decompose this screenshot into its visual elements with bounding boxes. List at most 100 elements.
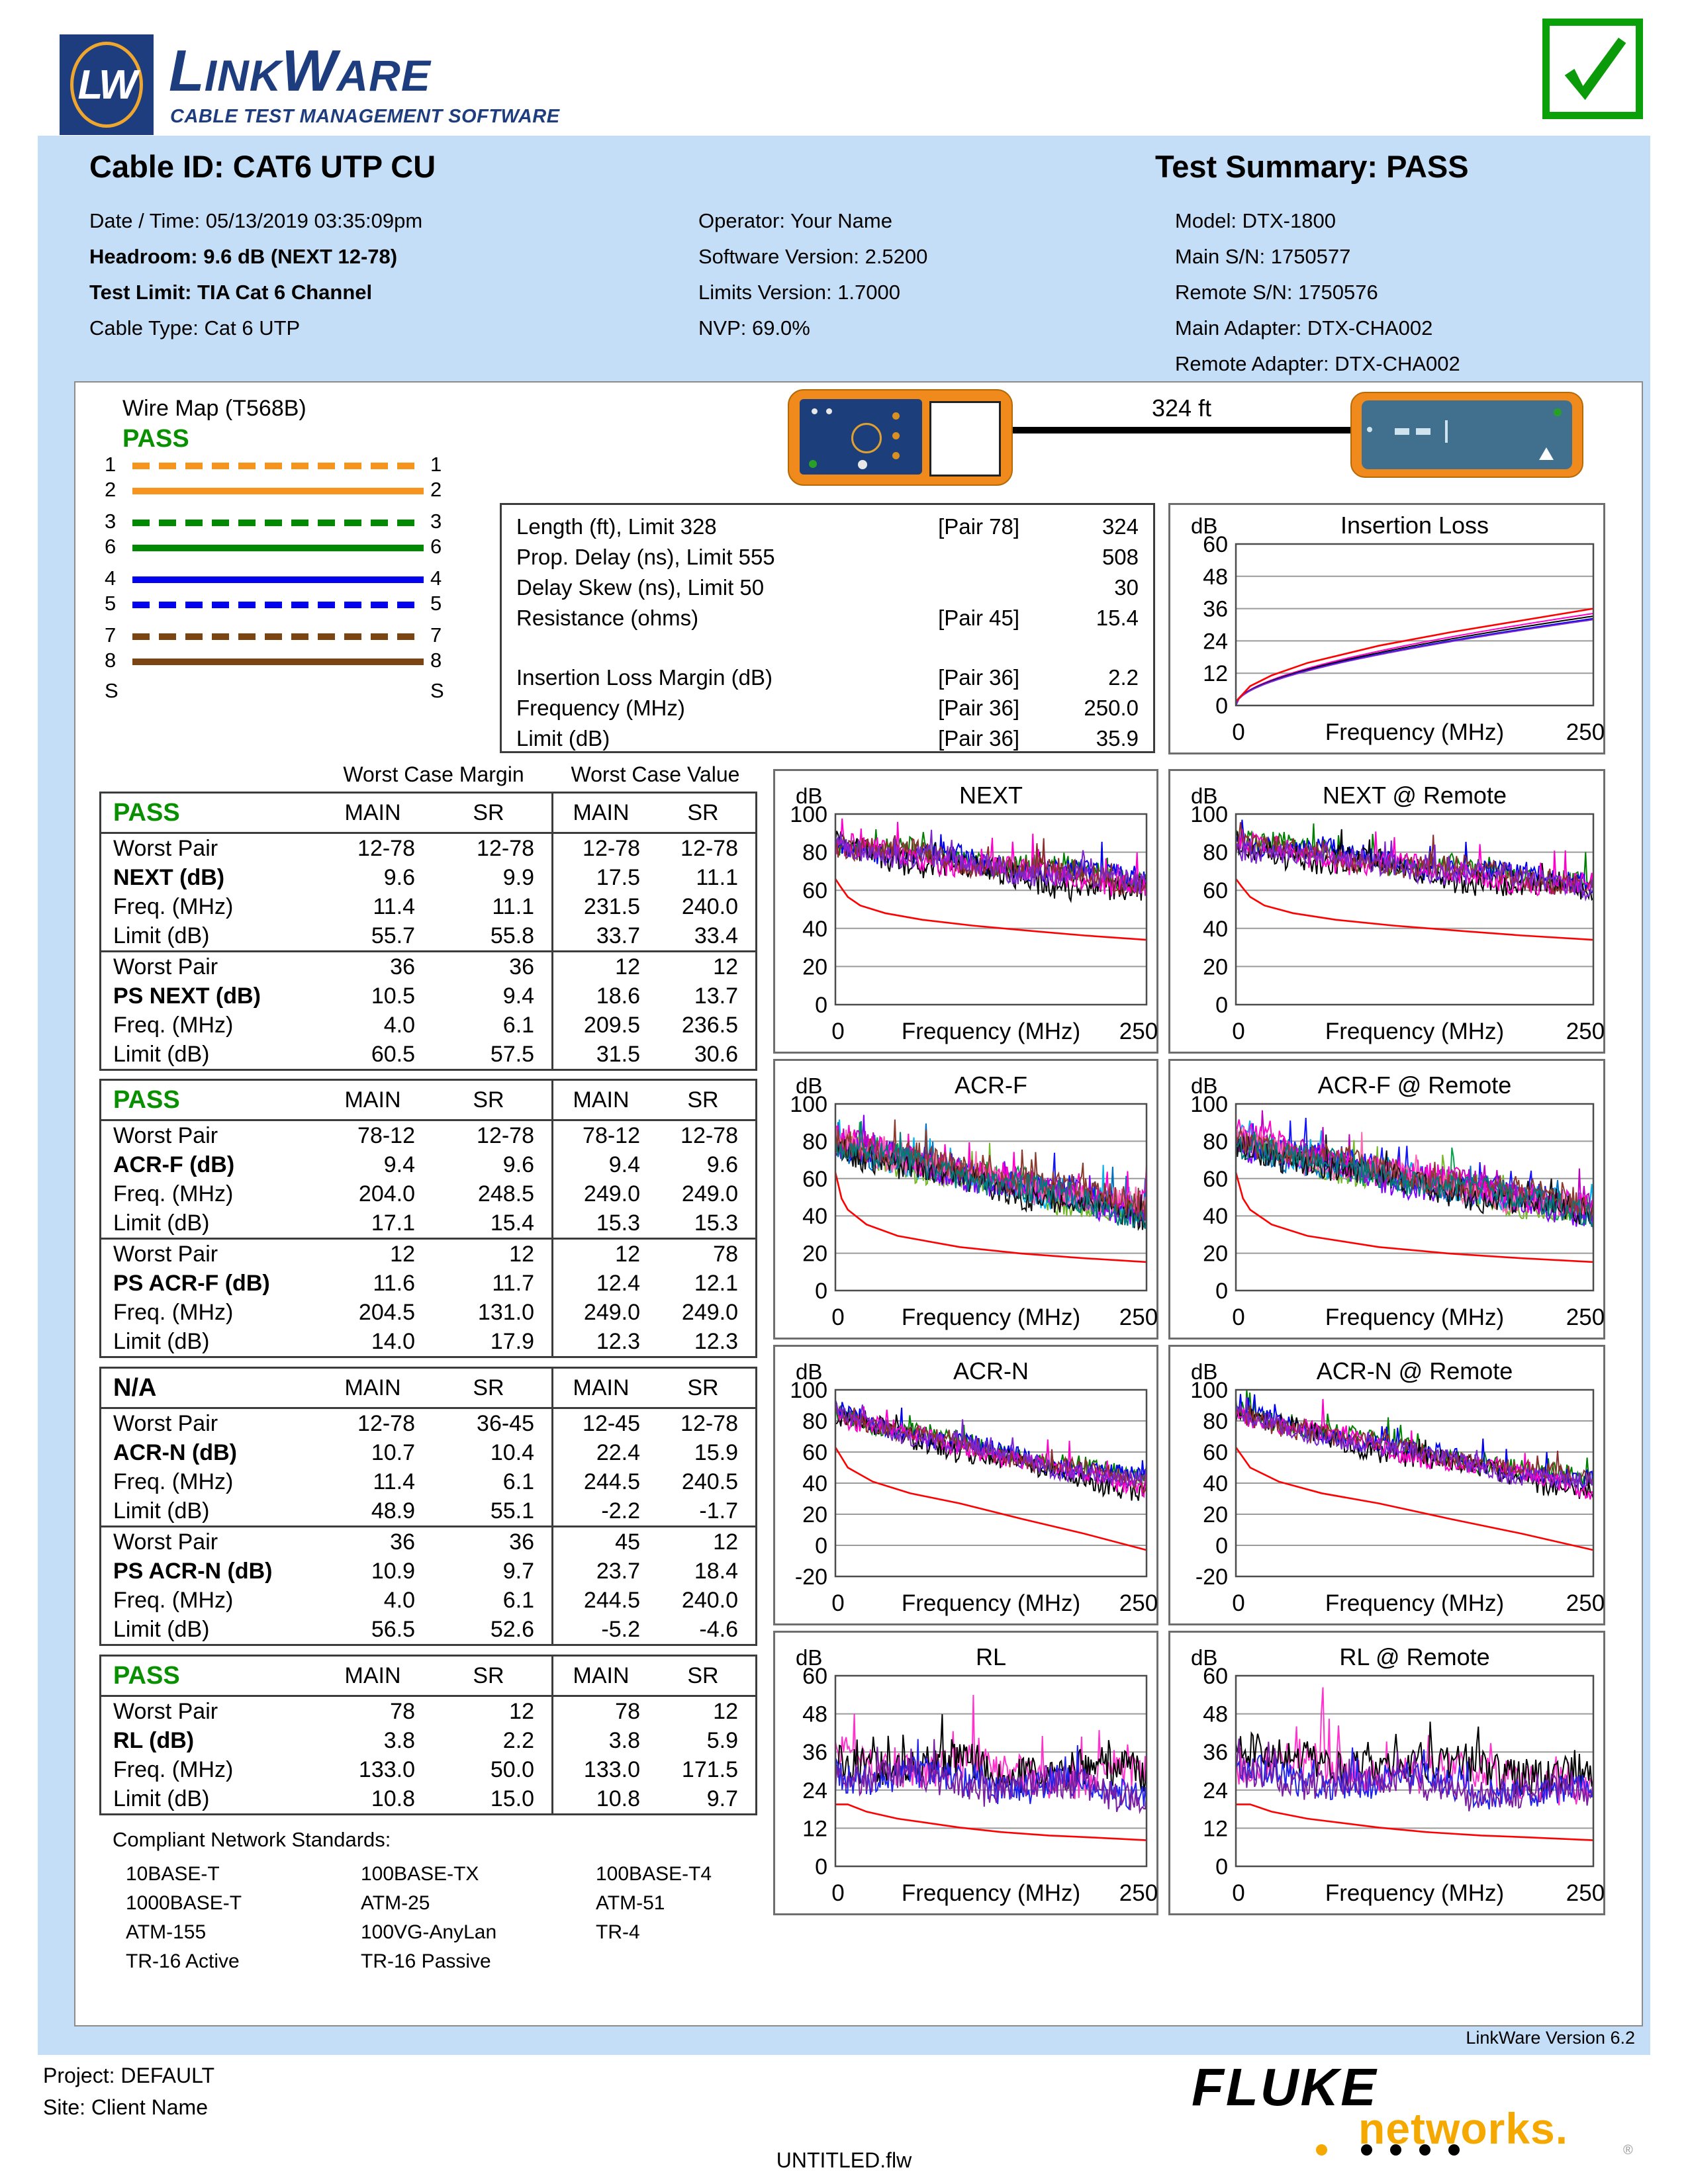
svg-text:0: 0 <box>1215 1279 1228 1304</box>
row-value: 12.3 <box>596 1329 640 1354</box>
row-value: -5.2 <box>601 1617 640 1642</box>
table-row: Worst Pair 78-12 12-78 78-12 12-78 <box>101 1121 755 1150</box>
table-row: RL (dB) 3.8 2.2 3.8 5.9 <box>101 1726 755 1755</box>
table-status: PASS <box>113 1086 180 1114</box>
row-value: 231.5 <box>583 894 640 919</box>
table-row: Limit (dB) 14.0 17.9 12.3 12.3 <box>101 1327 755 1356</box>
length-row-value: 35.9 <box>1096 726 1139 751</box>
svg-text:0: 0 <box>815 1533 827 1559</box>
svg-text:Frequency (MHz): Frequency (MHz) <box>1325 1590 1504 1616</box>
row-value: 12 <box>509 1699 534 1724</box>
row-value: 11.7 <box>492 1271 534 1296</box>
length-row-label: Limit (dB) <box>516 726 610 751</box>
row-value: 12 <box>509 1242 534 1267</box>
row-value: 36 <box>509 1529 534 1555</box>
worst-case-table-header: PASS MAIN SR MAIN SR <box>101 1657 755 1697</box>
worst-case-table: N/A MAIN SR MAIN SR Worst Pair 12-78 36-45 12-45… <box>99 1367 757 1646</box>
row-value: 12 <box>615 954 640 979</box>
lw-logo-mark: LW <box>60 34 154 135</box>
row-value: 12-78 <box>680 1411 738 1436</box>
svg-text:dB: dB <box>1191 1073 1217 1098</box>
table-row: PS NEXT (dB) 10.5 9.4 18.6 13.7 <box>101 981 755 1011</box>
cable-id-title: Cable ID: CAT6 UTP CU <box>89 149 436 184</box>
remote-tester-image <box>1350 392 1583 478</box>
svg-text:250: 250 <box>1566 1880 1605 1906</box>
row-value: 12-78 <box>357 836 415 861</box>
row-value: 10.5 <box>371 983 415 1009</box>
svg-text:ACR-N @ Remote: ACR-N @ Remote <box>1317 1357 1513 1385</box>
row-value: 15.4 <box>490 1210 534 1236</box>
svg-text:60: 60 <box>802 1167 827 1192</box>
standard-item: 100VG-AnyLan <box>361 1921 497 1943</box>
row-value: 36 <box>509 954 534 979</box>
column-header: MAIN <box>573 1087 630 1113</box>
column-header: SR <box>687 1375 719 1400</box>
site-label: Site: Client Name <box>43 2095 208 2119</box>
cable-length-label: 324 ft <box>1151 394 1212 422</box>
svg-text:NEXT @ Remote: NEXT @ Remote <box>1323 782 1507 809</box>
svg-text:ACR-N: ACR-N <box>953 1357 1029 1385</box>
svg-text:dB: dB <box>1191 514 1217 538</box>
fluke-logo-text: FLUKE <box>1192 2058 1378 2116</box>
row-value: 10.8 <box>371 1786 415 1811</box>
row-label: Freq. (MHz) <box>113 1588 234 1613</box>
worst-case-table: PASS MAIN SR MAIN SR Worst Pair 12-78 12-78 12-7… <box>99 792 757 1071</box>
svg-text:20: 20 <box>802 954 827 979</box>
row-label: Limit (dB) <box>113 1617 210 1642</box>
svg-text:0: 0 <box>1215 694 1228 719</box>
row-value: 17.5 <box>596 865 640 890</box>
row-value: 6.1 <box>502 1588 534 1613</box>
table-row: Worst Pair 78 12 78 12 <box>101 1697 755 1726</box>
row-value: 55.1 <box>490 1498 534 1524</box>
chart-rl_r: dB RL @ Remote 60 48 36 24 12 00 Frequency (MHz)… <box>1168 1631 1605 1915</box>
row-value: 12.3 <box>694 1329 738 1354</box>
row-label: NEXT (dB) <box>113 865 225 890</box>
svg-text:80: 80 <box>1203 1409 1228 1434</box>
length-table-row: Prop. Delay (ns), Limit 555 508 <box>502 542 1153 572</box>
row-value: 30.6 <box>694 1042 738 1067</box>
chart-il: dB Insertion Loss 60 48 36 24 12 00 Frequency (M… <box>1168 503 1605 754</box>
table-row: Limit (dB) 17.1 15.4 15.3 15.3 <box>101 1208 755 1238</box>
svg-text:dB: dB <box>1191 784 1217 808</box>
chart-acrf_m: dB ACR-F 100 80 60 40 20 00 Frequency (MHz) 250 <box>773 1059 1158 1340</box>
lw-logo-oval <box>70 42 143 128</box>
wire-line <box>132 520 424 526</box>
svg-text:100: 100 <box>1190 1092 1228 1117</box>
row-label: Limit (dB) <box>113 923 210 948</box>
worst-case-table-header: PASS MAIN SR MAIN SR <box>101 1081 755 1121</box>
svg-text:20: 20 <box>1203 954 1228 979</box>
length-table-row: Length (ft), Limit 328 [Pair 78] 324 <box>502 512 1153 542</box>
length-row-pair <box>867 572 1019 603</box>
svg-text:RL: RL <box>976 1643 1006 1670</box>
chart-acrf_r: dB ACR-F @ Remote 100 80 60 40 20 00 Frequency (… <box>1168 1059 1605 1340</box>
fluke-networks-text: networks. <box>1358 2104 1569 2153</box>
row-value: 11.1 <box>696 865 738 890</box>
row-value: 204.5 <box>358 1300 415 1325</box>
svg-text:100: 100 <box>790 1378 827 1403</box>
table-row: ACR-F (dB) 9.4 9.6 9.4 9.6 <box>101 1150 755 1179</box>
svg-text:Frequency (MHz): Frequency (MHz) <box>902 1019 1080 1044</box>
row-value: 248.5 <box>477 1181 534 1206</box>
svg-text:60: 60 <box>802 1664 827 1689</box>
linkware-wordmark: L INK W ARE <box>169 38 431 103</box>
svg-text:24: 24 <box>802 1778 827 1803</box>
wire-line <box>132 602 424 608</box>
cable-link-line <box>1011 427 1352 433</box>
svg-text:60: 60 <box>1203 1664 1228 1689</box>
svg-text:NEXT: NEXT <box>959 782 1023 809</box>
row-value: 131.0 <box>477 1300 534 1325</box>
standard-item: ATM-155 <box>126 1921 207 1943</box>
svg-text:Frequency (MHz): Frequency (MHz) <box>1325 719 1504 745</box>
info-line: Cable Type: Cat 6 UTP <box>89 316 301 340</box>
svg-text:80: 80 <box>802 1129 827 1154</box>
info-line: NVP: 69.0% <box>698 316 810 340</box>
wire-pin-label-left: 5 <box>105 592 117 615</box>
row-value: 11.1 <box>492 894 534 919</box>
main-tester-screen <box>929 401 1001 477</box>
column-header: MAIN <box>344 800 401 825</box>
row-label: Worst Pair <box>113 1529 218 1555</box>
fluke-dot <box>1448 2144 1460 2156</box>
wire-pin-label-right: 5 <box>430 592 442 615</box>
svg-text:0: 0 <box>815 1279 827 1304</box>
